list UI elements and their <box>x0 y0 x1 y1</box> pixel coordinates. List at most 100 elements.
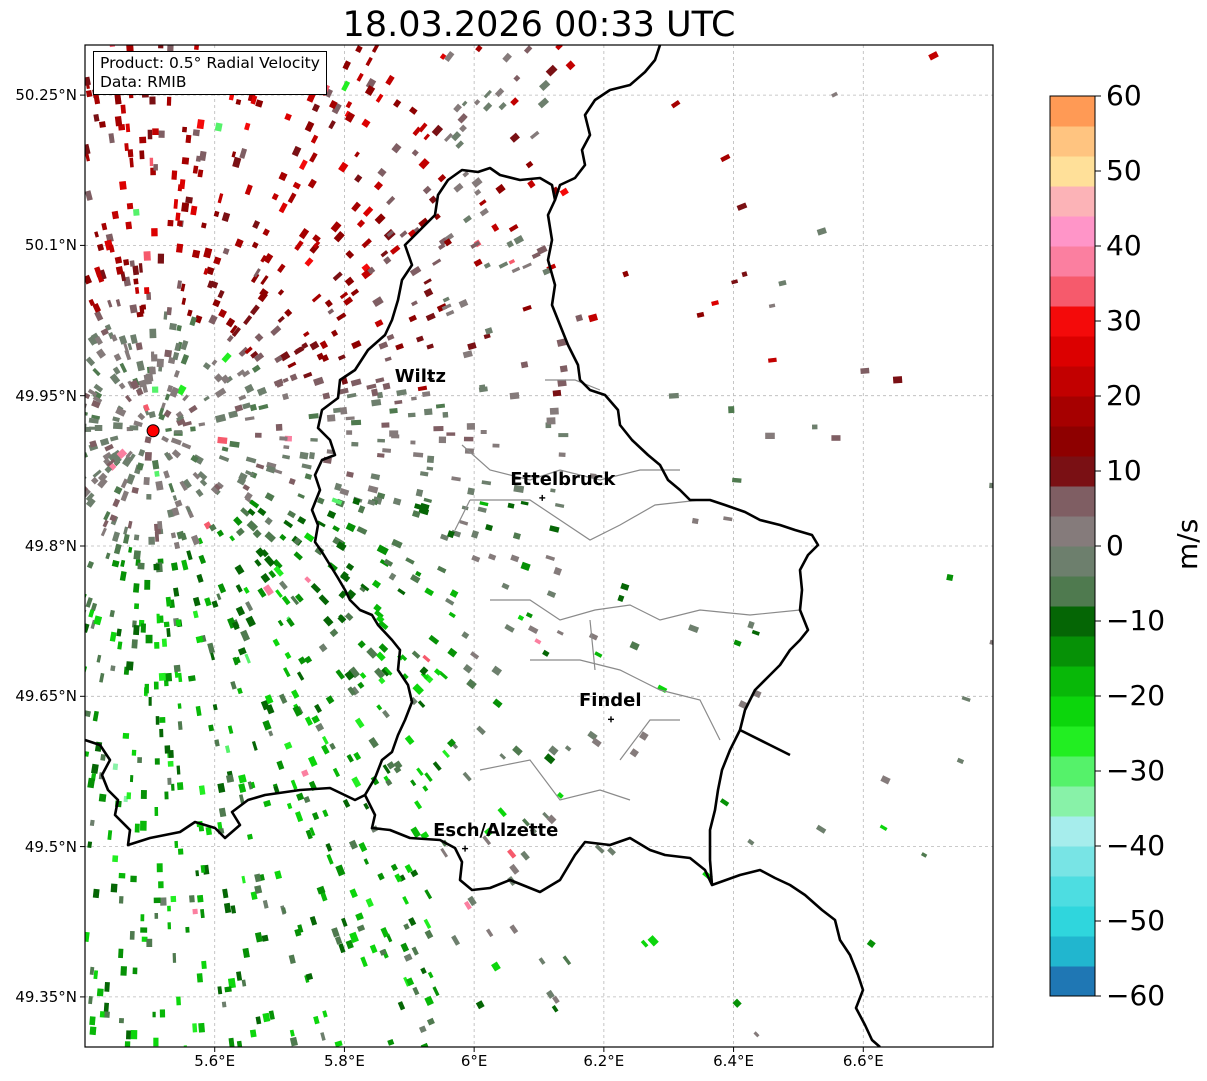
colorbar-segment <box>1050 846 1095 877</box>
velocity-bin <box>831 435 841 441</box>
velocity-bin <box>233 516 243 526</box>
velocity-bin <box>564 745 572 752</box>
velocity-bin <box>109 609 115 618</box>
velocity-bin <box>344 670 355 681</box>
colorbar-segment <box>1050 756 1095 787</box>
velocity-bin <box>365 897 374 908</box>
velocity-bin <box>747 838 755 846</box>
velocity-bin <box>370 473 381 481</box>
velocity-bin <box>123 259 130 266</box>
velocity-bin <box>166 628 171 637</box>
velocity-bin <box>309 916 318 926</box>
colorbar-tick-label: −30 <box>1106 754 1166 787</box>
velocity-bin <box>546 989 555 999</box>
velocity-bin <box>418 217 429 228</box>
velocity-bin <box>388 572 397 581</box>
velocity-bin <box>144 451 152 461</box>
velocity-bin <box>181 157 190 165</box>
velocity-bin <box>289 1029 295 1037</box>
velocity-bin <box>423 288 434 298</box>
product-info-box: Product: 0.5° Radial Velocity Data: RMIB <box>93 51 327 95</box>
velocity-bin <box>264 694 274 705</box>
velocity-bin <box>275 589 283 598</box>
velocity-bin <box>422 185 432 195</box>
velocity-bin <box>125 123 131 133</box>
velocity-bin <box>118 1017 124 1024</box>
velocity-bin <box>109 631 117 642</box>
velocity-bin <box>455 140 464 149</box>
velocity-bin <box>187 675 196 682</box>
velocity-bin <box>507 502 515 509</box>
velocity-bin <box>238 774 247 784</box>
velocity-bin <box>350 288 360 297</box>
velocity-bin <box>228 410 239 419</box>
colorbar-segment <box>1050 876 1095 907</box>
velocity-bin <box>170 895 177 903</box>
velocity-bin <box>320 1032 326 1041</box>
velocity-bin <box>346 754 354 763</box>
velocity-bin <box>173 587 180 597</box>
colorbar-segment <box>1050 426 1095 457</box>
velocity-bin <box>284 741 293 750</box>
velocity-bin <box>517 614 525 621</box>
velocity-bin <box>158 615 164 623</box>
velocity-bin <box>124 1041 131 1047</box>
velocity-bin <box>170 437 182 446</box>
colorbar-segment <box>1050 816 1095 847</box>
velocity-bin <box>290 595 300 606</box>
velocity-bin <box>297 516 307 525</box>
velocity-bin <box>357 640 366 649</box>
velocity-bin <box>329 742 336 751</box>
velocity-bin <box>443 238 452 247</box>
velocity-bin <box>372 296 384 308</box>
velocity-bin <box>118 335 128 345</box>
velocity-bin <box>260 254 267 263</box>
velocity-bin <box>338 590 347 599</box>
velocity-bin <box>124 394 132 403</box>
velocity-bin <box>322 392 331 400</box>
velocity-bin <box>103 511 111 521</box>
velocity-bin <box>171 507 180 517</box>
velocity-bin <box>133 278 139 285</box>
velocity-bin <box>338 943 346 954</box>
velocity-bin <box>345 100 353 109</box>
velocity-bin <box>345 416 355 421</box>
velocity-bin <box>244 184 253 196</box>
velocity-bin <box>127 149 134 158</box>
velocity-bin <box>301 769 309 777</box>
velocity-bin <box>424 587 435 597</box>
velocity-bin <box>213 373 224 383</box>
velocity-bin <box>238 394 247 401</box>
velocity-bin <box>255 547 266 558</box>
velocity-bin <box>120 966 127 976</box>
velocity-bin <box>229 535 236 542</box>
velocity-bin <box>203 267 209 275</box>
velocity-bin <box>438 243 446 251</box>
velocity-bin <box>334 482 343 492</box>
velocity-bin <box>310 134 319 144</box>
velocity-bin <box>104 443 114 452</box>
velocity-bin <box>408 106 418 115</box>
colorbar-segment <box>1050 186 1095 217</box>
velocity-bin <box>379 948 387 956</box>
velocity-bin <box>158 366 163 372</box>
velocity-bin <box>176 384 187 396</box>
velocity-bin <box>417 700 426 709</box>
velocity-bin <box>339 291 349 300</box>
velocity-bin <box>192 610 199 619</box>
velocity-bin <box>410 440 416 445</box>
velocity-bin <box>346 392 357 399</box>
velocity-bin <box>342 799 351 808</box>
city-label: Findel <box>578 690 642 712</box>
velocity-bin <box>149 157 154 167</box>
velocity-bin <box>182 420 192 427</box>
velocity-bin <box>213 256 222 265</box>
velocity-bin <box>198 422 206 427</box>
velocity-bin <box>252 220 261 229</box>
velocity-bin <box>711 300 720 306</box>
map-title: 18.03.2026 00:33 UTC <box>342 5 736 45</box>
velocity-bin <box>494 87 505 98</box>
velocity-bin <box>148 697 152 706</box>
velocity-bin <box>230 905 237 914</box>
velocity-bin <box>303 371 313 379</box>
